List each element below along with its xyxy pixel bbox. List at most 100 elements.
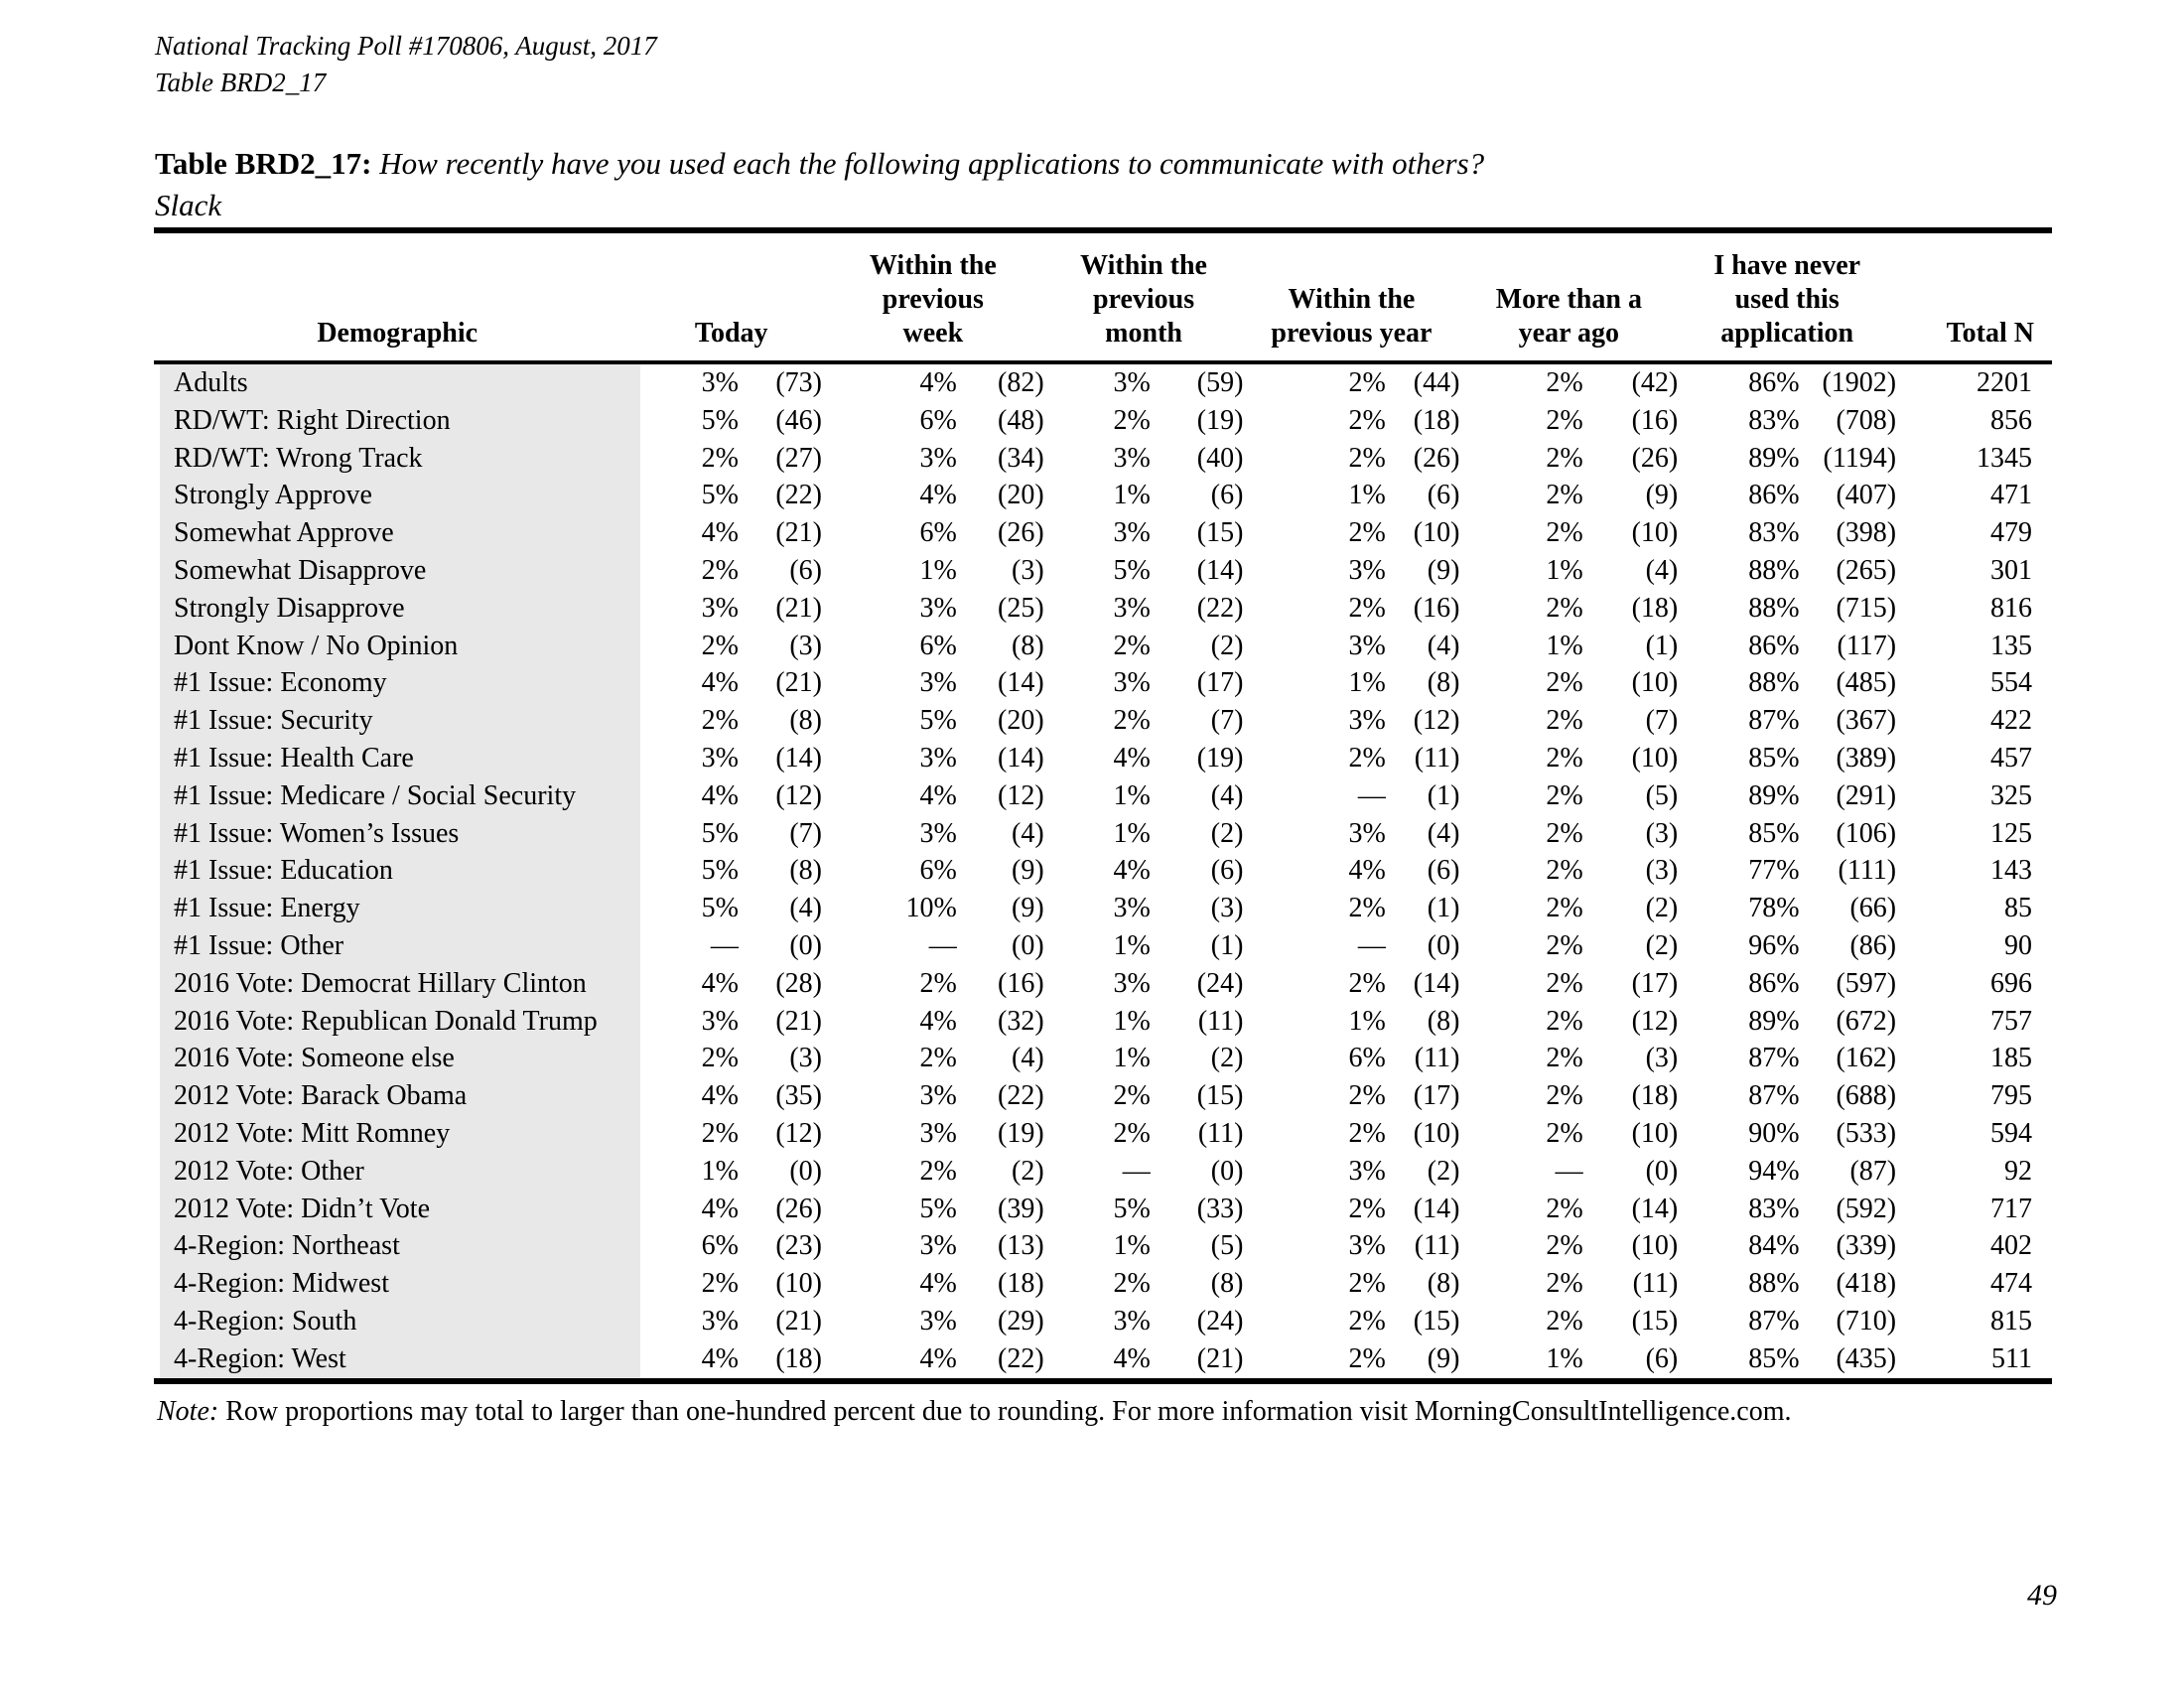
percent-cell: 4% [919, 480, 957, 511]
count-cell: (86) [1849, 929, 1897, 961]
count-cell: (117) [1837, 630, 1897, 661]
percent-cell: 89% [1748, 442, 1800, 474]
percent-cell: 3% [919, 667, 957, 699]
count-cell: (21) [775, 592, 823, 624]
percent-cell: 3% [701, 1005, 739, 1037]
percent-cell: 2% [1546, 817, 1583, 849]
total-n-cell: 135 [1990, 630, 2032, 661]
percent-cell: 2% [1348, 893, 1386, 924]
count-cell: (17) [1413, 1080, 1460, 1112]
count-cell: (42) [1631, 367, 1679, 398]
column-header-total-n: Total N [1896, 230, 2052, 364]
percent-cell: 2% [1546, 442, 1583, 474]
count-cell: (11) [1197, 1005, 1244, 1037]
total-n-cell: 422 [1990, 705, 2032, 737]
table-row: Adults 3% (73) 4% (82) 3% (59) 2% (44) 2% (42) 86% (… [154, 362, 2052, 402]
percent-cell: 1% [1113, 480, 1151, 511]
percent-cell: 2% [701, 1043, 739, 1074]
count-cell: (28) [775, 967, 823, 999]
count-cell: (4) [1427, 817, 1460, 849]
percent-cell: 2% [1348, 517, 1386, 549]
percent-cell: 4% [701, 1193, 739, 1224]
percent-cell: 2% [1546, 667, 1583, 699]
count-cell: (20) [998, 705, 1044, 737]
percent-cell: 2% [1348, 1305, 1386, 1336]
total-n-cell: 1345 [1977, 442, 2032, 474]
percent-cell: 2% [1546, 1305, 1583, 1336]
total-n-cell: 301 [1990, 554, 2032, 586]
percent-cell: 85% [1748, 817, 1800, 849]
row-label: #1 Issue: Economy [154, 664, 641, 703]
percent-cell: 96% [1748, 929, 1800, 961]
row-label: 2016 Vote: Democrat Hillary Clinton [154, 964, 641, 1003]
count-cell: (485) [1836, 667, 1897, 699]
total-n-cell: 457 [1990, 742, 2032, 774]
count-cell: (18) [1631, 592, 1679, 624]
count-cell: (9) [1012, 855, 1044, 887]
total-n-cell: 92 [2004, 1155, 2032, 1187]
count-cell: (17) [1631, 967, 1679, 999]
count-cell: (2) [1645, 929, 1679, 961]
column-header-previous-month: Within the previous month [1043, 230, 1244, 364]
total-n-cell: 511 [1991, 1342, 2032, 1374]
count-cell: (9) [1427, 1342, 1460, 1374]
percent-cell: 1% [1113, 1230, 1151, 1262]
total-n-cell: 815 [1990, 1305, 2032, 1336]
row-label: #1 Issue: Women’s Issues [154, 814, 641, 853]
percent-cell: 3% [919, 817, 957, 849]
count-cell: (15) [1196, 1080, 1244, 1112]
count-cell: (1194) [1823, 442, 1897, 474]
count-cell: (9) [1012, 893, 1044, 924]
percent-cell: 2% [1546, 1080, 1583, 1112]
row-label: 4-Region: West [154, 1339, 641, 1381]
percent-cell: 88% [1748, 667, 1800, 699]
count-cell: (24) [1196, 967, 1244, 999]
percent-cell: 4% [919, 367, 957, 398]
table-row: Dont Know / No Opinion 2% (3) 6% (8) 2% (2) 3% (… [154, 627, 2052, 665]
table-row: #1 Issue: Other — (0) — (0) 1% (1) — (0) 2% (2) 96%… [154, 926, 2052, 965]
percent-cell: 1% [1113, 1043, 1151, 1074]
count-cell: (11) [1632, 1268, 1679, 1300]
percent-cell: 3% [919, 1117, 957, 1149]
percent-cell: 2% [919, 1155, 957, 1187]
count-cell: (26) [1413, 442, 1460, 474]
percent-cell: 2% [1546, 592, 1583, 624]
percent-cell: 4% [919, 779, 957, 811]
footnote: Note: Row proportions may total to large… [157, 1396, 2043, 1428]
percent-cell: 2% [1348, 1080, 1386, 1112]
percent-cell: 2% [1546, 480, 1583, 511]
percent-cell: 3% [1348, 630, 1386, 661]
count-cell: (10) [775, 1268, 823, 1300]
percent-cell: 89% [1748, 1005, 1800, 1037]
percent-cell: 2% [1546, 404, 1583, 436]
count-cell: (3) [1645, 817, 1679, 849]
count-cell: (11) [1414, 1043, 1460, 1074]
percent-cell: 3% [1113, 1305, 1151, 1336]
total-n-cell: 554 [1990, 667, 2032, 699]
total-n-cell: 474 [1990, 1268, 2032, 1300]
percent-cell: 6% [1348, 1043, 1386, 1074]
count-cell: (18) [1631, 1080, 1679, 1112]
percent-cell: 3% [1348, 817, 1386, 849]
count-cell: (32) [998, 1005, 1044, 1037]
table-row: 2012 Vote: Barack Obama 4% (35) 3% (22) 2% (15… [154, 1077, 2052, 1115]
percent-cell: 1% [1348, 480, 1386, 511]
count-cell: (9) [1645, 480, 1679, 511]
count-cell: (21) [775, 1005, 823, 1037]
count-cell: (12) [998, 779, 1044, 811]
total-n-cell: 757 [1990, 1005, 2032, 1037]
column-header-previous-week: Within the previous week [822, 230, 1044, 364]
percent-cell: 6% [919, 517, 957, 549]
count-cell: (14) [775, 742, 823, 774]
count-cell: (3) [789, 1043, 823, 1074]
percent-cell: 2% [1113, 1080, 1151, 1112]
table-row: 4-Region: West 4% (18) 4% (22) 4% (21) 2% (9) 1% (… [154, 1339, 2052, 1381]
count-cell: (7) [1210, 705, 1244, 737]
count-cell: (0) [789, 1155, 823, 1187]
percent-cell: 2% [1546, 705, 1583, 737]
percent-cell: 2% [1348, 1117, 1386, 1149]
percent-cell: 3% [919, 1230, 957, 1262]
percent-cell: 2% [1546, 1043, 1583, 1074]
row-label: 2016 Vote: Republican Donald Trump [154, 1002, 641, 1041]
count-cell: (1) [1427, 779, 1460, 811]
